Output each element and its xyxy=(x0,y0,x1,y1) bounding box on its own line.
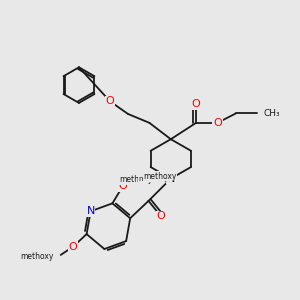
Text: O: O xyxy=(192,99,200,110)
Text: methoxy: methoxy xyxy=(20,252,53,261)
Text: O: O xyxy=(157,212,165,221)
Text: O: O xyxy=(106,97,115,106)
Text: methoxy: methoxy xyxy=(144,172,177,181)
Text: N: N xyxy=(167,174,175,184)
Text: O: O xyxy=(118,181,127,191)
Text: N: N xyxy=(86,206,95,216)
Text: methoxy: methoxy xyxy=(138,176,169,182)
Text: O: O xyxy=(69,242,78,252)
Text: O: O xyxy=(213,118,222,128)
Text: methoxy: methoxy xyxy=(119,175,153,184)
Text: CH₃: CH₃ xyxy=(264,109,280,118)
